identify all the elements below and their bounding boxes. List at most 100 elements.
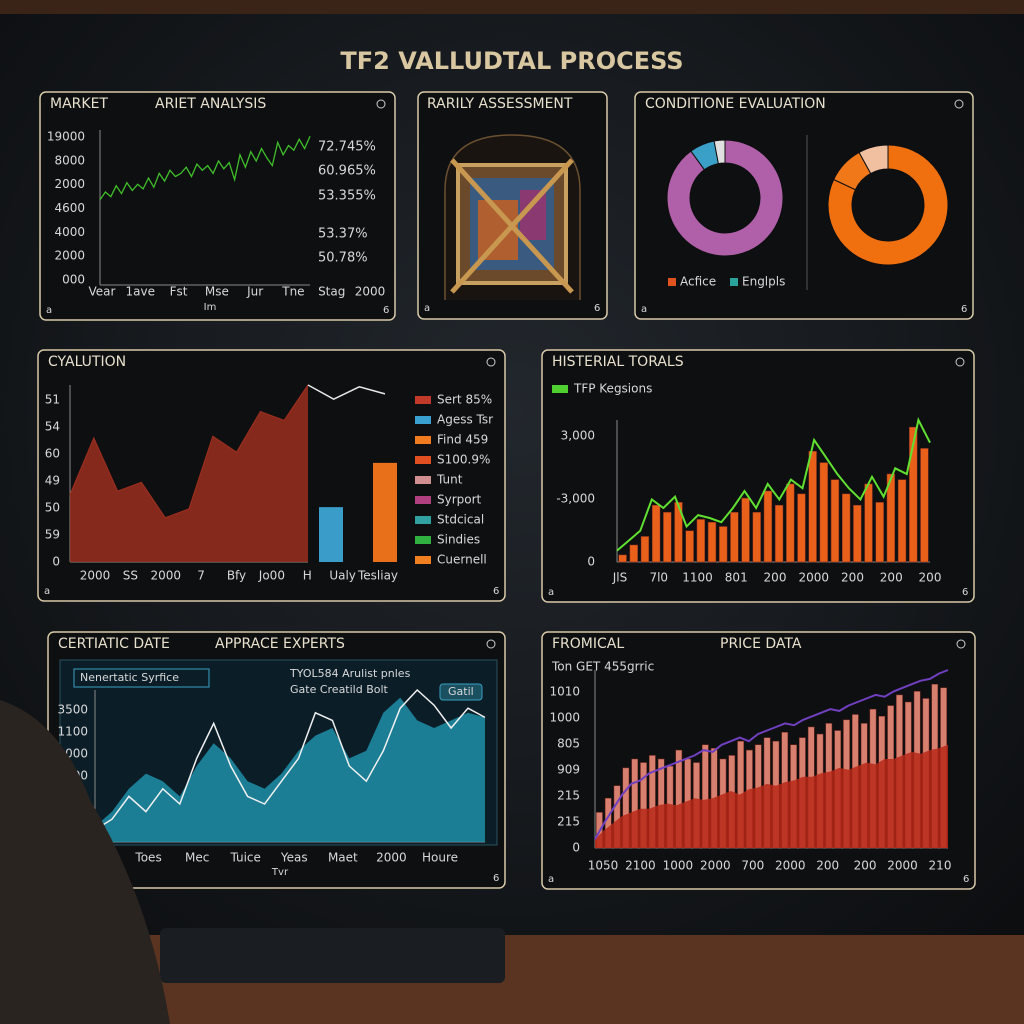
legend-swatch: [415, 536, 431, 544]
y-tick-label: 19000: [47, 130, 85, 144]
bar: [752, 512, 761, 563]
bar: [830, 479, 840, 563]
legend-swatch: [552, 385, 568, 393]
line: [594, 669, 949, 840]
x-tick-label: 1100: [682, 571, 713, 585]
y-tick-label: 3,000: [561, 429, 595, 443]
x-tick-label: 200: [880, 571, 903, 585]
bar: [373, 462, 397, 562]
panel-title: CONDITIONE EVALUATION: [645, 96, 826, 112]
bar: [640, 536, 650, 563]
legend-label: Acfice: [680, 275, 716, 289]
x-tick-label: Stag: [318, 285, 345, 299]
panel-title: PRICE DATA: [720, 636, 802, 652]
panel: [39, 91, 396, 321]
person-shoulder: [0, 700, 170, 1024]
x-tick-label: 2000: [376, 851, 407, 865]
x-tick-label: SS: [123, 569, 138, 583]
ceiling: [0, 0, 1024, 14]
x-tick-label: 1000: [663, 859, 694, 873]
x-tick-label: 200: [919, 571, 942, 585]
corner-label: 6: [961, 304, 967, 315]
note: TYOL584 Arulist pnles: [289, 667, 411, 680]
corner-label: a: [641, 304, 647, 315]
x-tick-label: Mse: [205, 285, 229, 299]
x-tick-label: 2000: [798, 571, 829, 585]
annotation: 72.745%: [318, 140, 376, 155]
x-tick-label: 200: [841, 571, 864, 585]
bar: [797, 493, 806, 563]
x-tick-label: H: [303, 569, 312, 583]
bar: [864, 483, 873, 563]
legend-label: Syrport: [437, 493, 482, 507]
legend-swatch: [415, 476, 431, 484]
settings-icon: [956, 639, 966, 649]
bar: [696, 519, 706, 563]
annotation: 50.78%: [318, 251, 368, 266]
x-tick-label: 2000: [700, 859, 731, 873]
y-tick-label: 1010: [549, 685, 580, 699]
legend-label: Find 459: [437, 433, 488, 447]
corner-label: a: [44, 586, 50, 597]
x-tick-label: 7l0: [649, 571, 668, 585]
bar: [730, 512, 739, 563]
legend-swatch: [415, 396, 431, 404]
x-tick-label: Tesliay: [357, 569, 398, 583]
x-tick-label: 2000: [150, 569, 181, 583]
bar: [685, 530, 694, 563]
x-tick-label: 2000: [80, 569, 111, 583]
bar: [741, 497, 750, 563]
legend-label: Englpls: [742, 275, 785, 289]
x-tick-label: 2000: [355, 285, 386, 299]
legend-swatch: [668, 278, 676, 286]
x-axis-label: Im: [204, 302, 217, 313]
pie-slice: [858, 144, 889, 175]
pie-slice: [827, 144, 949, 266]
y-tick-label: 50: [45, 501, 60, 515]
legend-swatch: [415, 516, 431, 524]
panel-title: CERTIATIC DATE: [58, 636, 170, 652]
y-tick-label: 0: [52, 555, 60, 569]
panel-title: RARILY ASSESSMENT: [427, 96, 573, 112]
bar: [886, 473, 896, 563]
legend-swatch: [415, 416, 431, 424]
x-tick-label: 200: [764, 571, 787, 585]
y-tick-label: 59: [45, 528, 60, 542]
corner-label: a: [548, 587, 554, 598]
y-tick-label: 215: [557, 815, 580, 829]
annotation: 53.37%: [318, 227, 368, 242]
bar: [618, 554, 627, 563]
x-tick-label: 200: [816, 859, 839, 873]
bar: [774, 504, 784, 563]
item-rod: [450, 158, 574, 294]
bar: [763, 490, 773, 563]
corner-label: 6: [493, 586, 499, 597]
bar: [853, 504, 862, 563]
bar: [920, 448, 929, 563]
line: [94, 688, 486, 831]
legend-swatch: [730, 278, 738, 286]
settings-icon: [486, 357, 496, 367]
y-tick-label: 49: [45, 474, 60, 488]
y-tick-label: 0: [572, 841, 580, 855]
x-tick-label: Tuice: [229, 851, 260, 865]
legend-label: TFP Kegsions: [573, 382, 652, 396]
x-tick-label: Vear: [89, 285, 116, 299]
bar: [707, 521, 717, 563]
y-tick-label: 215: [557, 789, 580, 803]
bar: [719, 526, 728, 563]
x-tick-label: Ualy: [329, 569, 356, 583]
y-tick-label: 1000: [549, 711, 580, 725]
y-tick-label: -3,000: [556, 492, 595, 506]
bar: [319, 507, 343, 562]
x-tick-label: Jur: [246, 285, 263, 299]
settings-icon: [954, 99, 964, 109]
settings-icon: [376, 99, 386, 109]
x-tick-label: 7: [197, 569, 205, 583]
area: [70, 385, 308, 562]
corner-label: a: [46, 305, 52, 316]
x-tick-label: Bfy: [227, 569, 246, 583]
button[interactable]: [439, 683, 483, 701]
x-axis-label: Tvr: [271, 867, 289, 878]
legend-label: Sert 85%: [437, 393, 492, 407]
